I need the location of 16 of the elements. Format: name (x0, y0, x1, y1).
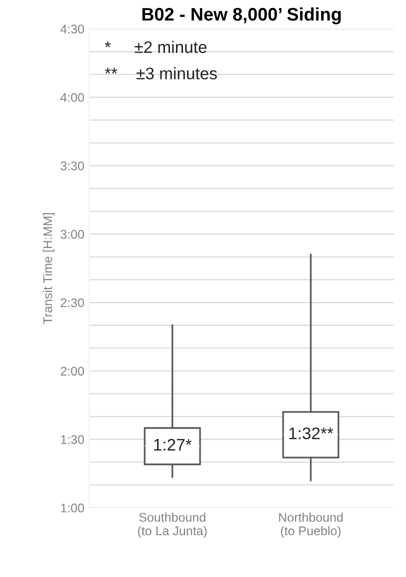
y-tick-label: 4:00 (60, 93, 84, 102)
y-tick-label: 3:30 (60, 161, 84, 170)
y-tick-label: 2:30 (60, 298, 84, 308)
text: 1:32** (289, 427, 334, 440)
y-tick-label: 1:30 (61, 435, 84, 444)
y-tick-label: 3:00 (60, 230, 84, 239)
x-tick-label: Southbound (to La Junta) (138, 512, 207, 538)
x-tick-label: Northbound (to Pueblo) (279, 512, 343, 538)
annotation: * ±2 minute (104, 40, 207, 54)
y-tick-label: 2:00 (60, 366, 84, 376)
text: 1:27* (154, 438, 192, 450)
y-tick-label: 1:00 (61, 504, 84, 512)
annotation: ** ±3 minutes (104, 67, 217, 80)
y-tick-label: 4:30 (60, 24, 84, 34)
y-axis-title: Transit Time [H:MM] (42, 213, 55, 324)
chart-title: B02 - New 8,000’ Siding (142, 7, 341, 24)
